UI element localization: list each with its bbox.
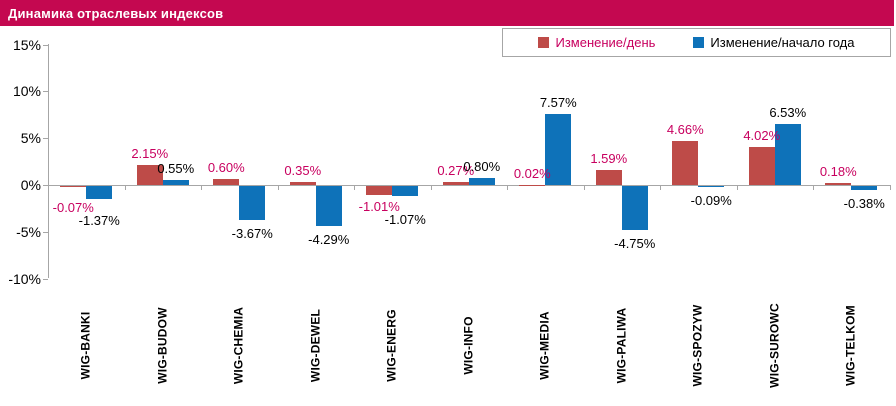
- y-axis-tick: [43, 185, 48, 186]
- category-label-WIG-TELKOM: WIG-TELKOM: [843, 305, 858, 386]
- category-label-WIG-SPOZYW: WIG-SPOZYW: [690, 304, 705, 387]
- bar-label-ytd: -0.38%: [843, 195, 885, 211]
- bar-day-WIG-PALIWA: [595, 170, 622, 185]
- y-axis-tick: [43, 138, 48, 140]
- category-label-WIG-DEWEL: WIG-DEWEL: [308, 308, 323, 383]
- header-bar: Динамика отраслевых индексов: [0, 0, 894, 26]
- x-axis-tick: [48, 185, 49, 190]
- y-axis-line: [48, 44, 49, 278]
- y-tick-label: -5%: [16, 223, 41, 240]
- y-tick-label: 15%: [12, 36, 41, 53]
- bar-label-day: 0.35%: [284, 162, 322, 178]
- bar-ytd-WIG-SPOZYW: [698, 186, 725, 187]
- legend-swatch-ytd-icon: [693, 37, 705, 48]
- bar-day-WIG-CHEMIA: [213, 179, 240, 185]
- x-axis-tick: [277, 185, 279, 190]
- category-label-WIG-CHEMIA: WIG-CHEMIA: [231, 306, 246, 385]
- bar-ytd-WIG-INFO: [468, 177, 495, 185]
- bar-ytd-WIG-SUROWC: [774, 123, 801, 185]
- y-tick-label: 0%: [20, 177, 41, 193]
- legend-item-ytd: Изменение/начало года: [693, 35, 855, 50]
- x-axis-tick: [660, 185, 661, 190]
- x-axis-tick: [354, 185, 355, 190]
- category-label-WIG-INFO: WIG-INFO: [461, 316, 476, 375]
- bar-label-day: 1.59%: [590, 151, 628, 167]
- bar-day-WIG-INFO: [442, 182, 469, 185]
- x-axis-tick: [889, 185, 891, 190]
- bar-ytd-WIG-CHEMIA: [239, 186, 266, 221]
- bar-label-day: -0.07%: [52, 199, 94, 215]
- bar-label-day: 0.27%: [437, 163, 475, 179]
- bar-label-ytd: -3.67%: [231, 226, 273, 242]
- legend-item-day: Изменение/день: [538, 35, 655, 50]
- category-label-WIG-MEDIA: WIG-MEDIA: [537, 311, 552, 380]
- y-axis-tick: [43, 278, 48, 280]
- bar-day-WIG-ENERG: [366, 186, 393, 196]
- y-tick-label: 10%: [12, 83, 41, 100]
- bar-label-ytd: 7.57%: [539, 95, 577, 111]
- bar-day-WIG-TELKOM: [825, 183, 852, 185]
- bar-ytd-WIG-ENERG: [392, 186, 419, 196]
- category-label-WIG-BANKI: WIG-BANKI: [78, 311, 93, 380]
- bar-ytd-WIG-BUDOW: [162, 179, 189, 185]
- bar-ytd-WIG-PALIWA: [621, 186, 648, 231]
- bar-ytd-WIG-DEWEL: [315, 186, 342, 227]
- category-label-WIG-PALIWA: WIG-PALIWA: [614, 307, 629, 384]
- bar-label-day: 4.66%: [666, 122, 704, 138]
- category-label-WIG-SUROWC: WIG-SUROWC: [767, 303, 782, 388]
- bar-ytd-WIG-MEDIA: [545, 114, 572, 185]
- bar-label-day: 4.02%: [743, 128, 781, 144]
- bar-day-WIG-SPOZYW: [672, 141, 699, 185]
- bar-day-WIG-BANKI: [60, 186, 87, 187]
- bar-label-ytd: -1.07%: [384, 212, 426, 228]
- bar-label-ytd: 6.53%: [769, 104, 807, 120]
- legend-label-ytd: Изменение/начало года: [710, 35, 855, 50]
- x-axis-tick: [430, 185, 432, 190]
- bar-label-ytd: -4.75%: [614, 236, 656, 252]
- bar-label-ytd: 0.55%: [157, 160, 195, 176]
- page-title: Динамика отраслевых индексов: [8, 5, 224, 21]
- legend: Изменение/день Изменение/начало года: [502, 28, 891, 57]
- bar-label-day: 0.18%: [819, 164, 857, 180]
- x-axis-tick: [813, 185, 814, 190]
- bar-label-day: 0.02%: [513, 165, 551, 181]
- bar-label-day: -1.01%: [358, 199, 400, 215]
- bar-day-WIG-SUROWC: [748, 147, 775, 185]
- y-tick-label: -10%: [8, 270, 41, 287]
- bar-ytd-WIG-TELKOM: [851, 186, 878, 190]
- legend-swatch-day-icon: [538, 37, 550, 48]
- x-axis-tick: [736, 185, 738, 190]
- x-axis-tick: [583, 185, 585, 190]
- x-axis-tick: [507, 185, 508, 190]
- x-axis-tick: [201, 185, 202, 190]
- bar-ytd-WIG-BANKI: [86, 186, 113, 199]
- x-axis-line: [48, 185, 890, 186]
- bar-label-ytd: -1.37%: [78, 212, 120, 228]
- y-axis-tick: [43, 44, 48, 46]
- y-axis-tick: [43, 231, 48, 233]
- category-label-WIG-BUDOW: WIG-BUDOW: [155, 307, 170, 384]
- bar-day-WIG-BUDOW: [136, 164, 163, 185]
- y-axis-tick: [43, 91, 48, 93]
- bar-label-ytd: -0.09%: [690, 192, 732, 208]
- bar-label-ytd: -4.29%: [308, 232, 350, 248]
- y-tick-label: 5%: [20, 130, 41, 147]
- bar-day-WIG-DEWEL: [289, 181, 316, 185]
- category-label-WIG-ENERG: WIG-ENERG: [384, 309, 399, 382]
- x-axis-tick: [124, 185, 126, 190]
- bar-label-day: 0.60%: [207, 160, 245, 176]
- bar-label-ytd: 0.80%: [463, 158, 501, 174]
- bar-label-day: 2.15%: [131, 145, 169, 161]
- legend-label-day: Изменение/день: [555, 35, 656, 50]
